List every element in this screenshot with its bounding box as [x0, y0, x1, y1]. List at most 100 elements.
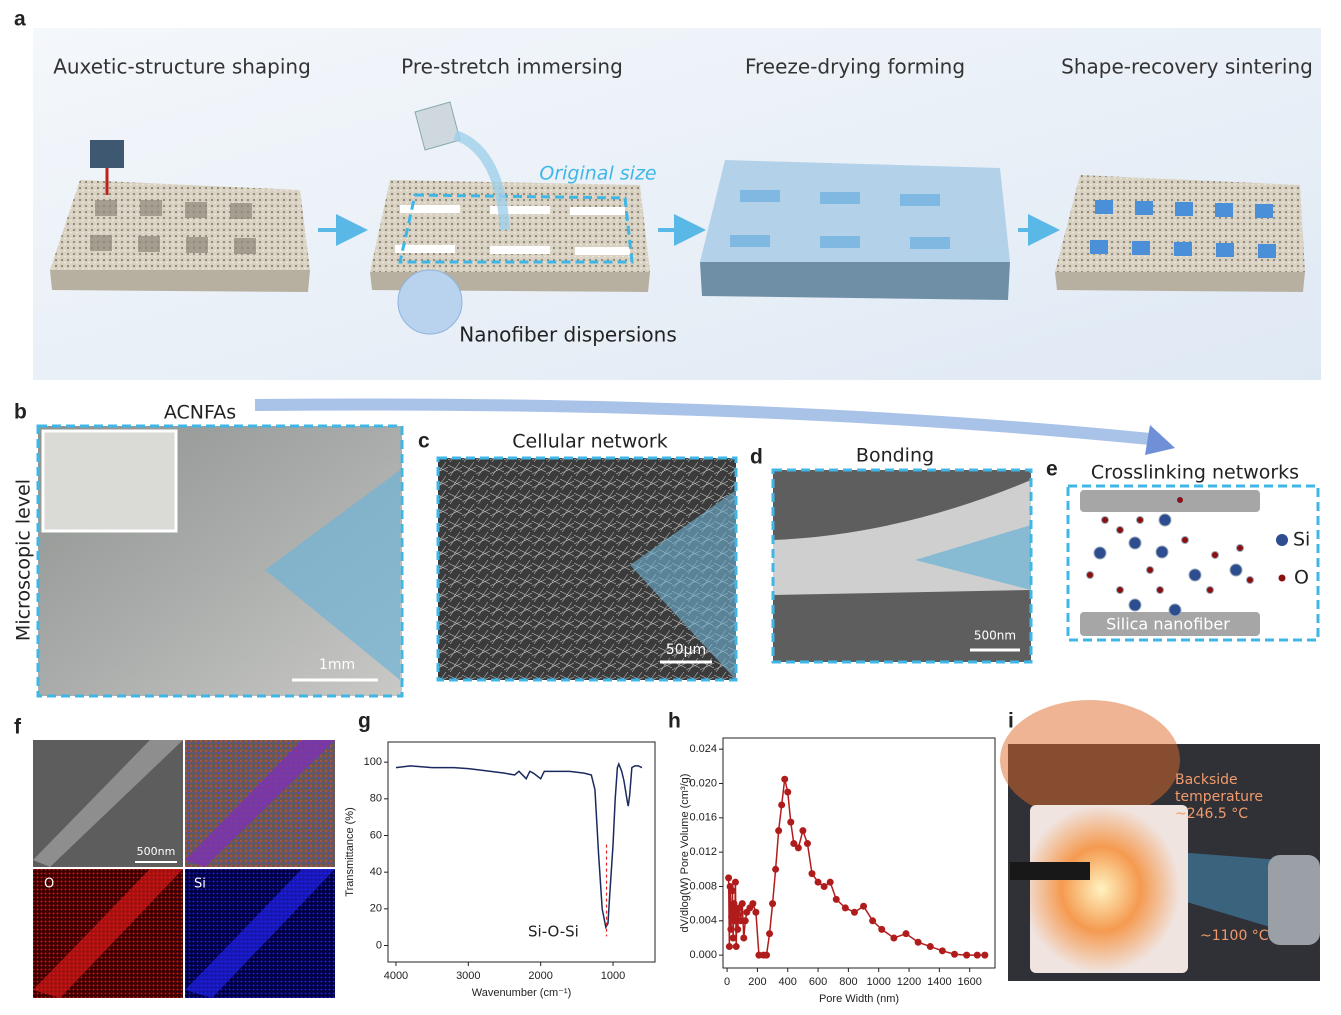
data-point: [731, 878, 739, 886]
data-point: [890, 934, 898, 942]
shape: [1146, 566, 1154, 574]
data-point: [763, 951, 771, 959]
panel-label: i: [1008, 710, 1014, 733]
shape: [1236, 544, 1244, 552]
shape: [1206, 586, 1214, 594]
shape: [1255, 204, 1273, 218]
aerogel-block: [50, 140, 310, 292]
shape: [1135, 201, 1153, 215]
data-point: [878, 925, 886, 933]
data-point: [769, 900, 777, 908]
fiber: [185, 869, 335, 998]
scale-label: 1mm: [319, 657, 355, 673]
shape: [1116, 586, 1124, 594]
plot-frame: [387, 741, 656, 963]
x-tick-label: 2000: [528, 970, 552, 982]
panel-label: d: [750, 446, 763, 469]
panel-title: Cellular network: [512, 431, 668, 453]
shape: [1128, 536, 1142, 550]
shape: [490, 206, 550, 214]
x-axis-title: Wavenumber (cm⁻¹): [472, 987, 572, 999]
shape: [1181, 536, 1189, 544]
data-point: [775, 827, 783, 835]
shape: [700, 160, 1010, 262]
data-point: [738, 900, 746, 908]
panel-title: Crosslinking networks: [1091, 462, 1299, 484]
frozen-block: [700, 160, 1010, 300]
y-axis-title: dV/dlog(W) Pore Volume (cm³/g): [679, 774, 691, 933]
annotation: ~1100 °C: [1200, 928, 1269, 944]
y-tick-label: 0.016: [689, 812, 717, 824]
step-title: Freeze-drying forming: [745, 55, 965, 79]
data-point: [938, 947, 946, 955]
panel-label: e: [1046, 458, 1058, 481]
panel-label: c: [418, 430, 430, 453]
data-point: [914, 938, 922, 946]
shape: [1258, 244, 1276, 258]
data-point: [749, 900, 757, 908]
scale-label: 50μm: [666, 642, 706, 658]
y-tick-label: 0: [376, 939, 382, 951]
data-point: [784, 788, 792, 796]
shape: [234, 238, 256, 254]
shape: [140, 200, 162, 216]
y-tick-label: 60: [370, 829, 382, 841]
flame: [1000, 700, 1180, 820]
y-tick-label: 80: [370, 793, 382, 805]
shape: [1090, 240, 1108, 254]
scale-label: 500nm: [137, 845, 176, 858]
plot-frame: [722, 737, 996, 969]
legend-label: O: [1294, 567, 1309, 589]
legend-label: Si: [1293, 529, 1310, 551]
annotation: Nanofiber dispersions: [459, 323, 677, 347]
shape: [90, 235, 112, 251]
data-point: [841, 904, 849, 912]
x-tick-label: 400: [779, 976, 797, 988]
shape: [1090, 200, 1276, 258]
thermocouple: [1010, 862, 1090, 880]
shape: [1128, 598, 1142, 612]
legend-marker: [1276, 534, 1288, 546]
shape: [1215, 203, 1233, 217]
shape: [1086, 496, 1254, 594]
x-tick-label: 1600: [957, 976, 981, 988]
arrow: [254, 398, 1161, 446]
data-point: [973, 951, 981, 959]
y-tick-label: 0.008: [689, 880, 717, 892]
panel-label: a: [14, 8, 26, 31]
fiber: [33, 869, 183, 998]
annotation: Backside: [1175, 772, 1238, 788]
data-point: [740, 934, 748, 942]
map-label: O: [44, 877, 54, 892]
data-point: [787, 818, 795, 826]
data-point: [981, 951, 989, 959]
shape: [1055, 175, 1305, 272]
frame: [36, 424, 404, 698]
zoom-wedge: [265, 470, 400, 680]
step-title: Shape-recovery sintering: [1061, 55, 1313, 79]
fiber: [185, 740, 335, 867]
y-tick-label: 40: [370, 866, 382, 878]
shape: [1136, 516, 1144, 524]
shape: [1176, 496, 1184, 504]
map-label: Si: [194, 877, 206, 892]
shape: [395, 205, 630, 255]
shape: [1101, 516, 1109, 524]
shape: [230, 203, 252, 219]
shape: [95, 200, 117, 216]
data-point: [794, 844, 802, 852]
data-point: [752, 908, 760, 916]
data-point: [814, 878, 822, 886]
shape: [400, 205, 460, 213]
shape: [1211, 551, 1219, 559]
data-point: [731, 917, 739, 925]
shape: [395, 245, 455, 253]
shape: [730, 190, 950, 249]
shape: [90, 200, 256, 254]
shape: [1246, 576, 1254, 584]
data-point: [766, 930, 774, 938]
shape: [1055, 272, 1305, 292]
shape: [398, 193, 634, 264]
y-tick-label: 0.004: [689, 915, 717, 927]
